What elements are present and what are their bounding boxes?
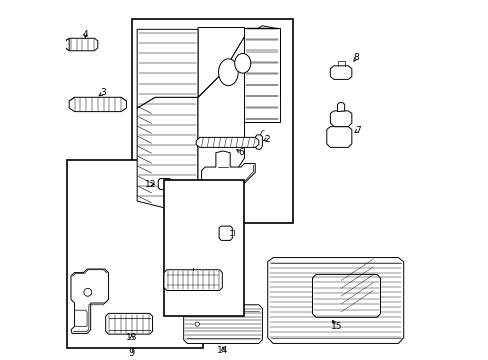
Text: 9: 9	[128, 348, 135, 358]
Text: 7: 7	[355, 126, 361, 135]
Polygon shape	[69, 97, 126, 112]
Polygon shape	[65, 38, 98, 51]
Text: 12: 12	[145, 180, 156, 189]
Bar	[67, 160, 203, 348]
Polygon shape	[158, 179, 171, 190]
Text: 15: 15	[330, 322, 342, 331]
Text: 14: 14	[217, 346, 228, 355]
Text: 1: 1	[209, 228, 215, 238]
Text: 4: 4	[82, 30, 88, 39]
Polygon shape	[183, 305, 262, 343]
Text: 3: 3	[100, 89, 106, 98]
Polygon shape	[330, 111, 351, 127]
Text: 11: 11	[231, 227, 243, 236]
Polygon shape	[137, 97, 198, 212]
Text: 8: 8	[352, 53, 358, 62]
Polygon shape	[267, 257, 403, 343]
Polygon shape	[137, 29, 198, 108]
Ellipse shape	[83, 288, 92, 296]
Polygon shape	[163, 270, 222, 291]
Polygon shape	[196, 138, 258, 147]
Polygon shape	[65, 38, 69, 51]
Text: 13: 13	[126, 333, 137, 342]
Polygon shape	[71, 269, 108, 333]
Polygon shape	[326, 127, 351, 147]
Polygon shape	[337, 103, 344, 112]
Polygon shape	[198, 26, 280, 201]
Text: 10: 10	[187, 262, 199, 271]
Polygon shape	[105, 314, 152, 334]
Polygon shape	[198, 27, 244, 97]
Polygon shape	[219, 226, 232, 240]
Bar	[132, 19, 292, 222]
Polygon shape	[330, 66, 351, 80]
Text: 5: 5	[237, 192, 242, 201]
Polygon shape	[244, 27, 280, 122]
Polygon shape	[201, 151, 255, 194]
Polygon shape	[198, 29, 223, 97]
Bar	[163, 180, 244, 315]
Text: 2: 2	[264, 135, 269, 144]
Ellipse shape	[195, 322, 199, 326]
Text: 6: 6	[238, 148, 244, 157]
Ellipse shape	[218, 59, 238, 86]
Polygon shape	[255, 135, 262, 149]
Polygon shape	[312, 274, 380, 317]
Ellipse shape	[234, 54, 250, 73]
